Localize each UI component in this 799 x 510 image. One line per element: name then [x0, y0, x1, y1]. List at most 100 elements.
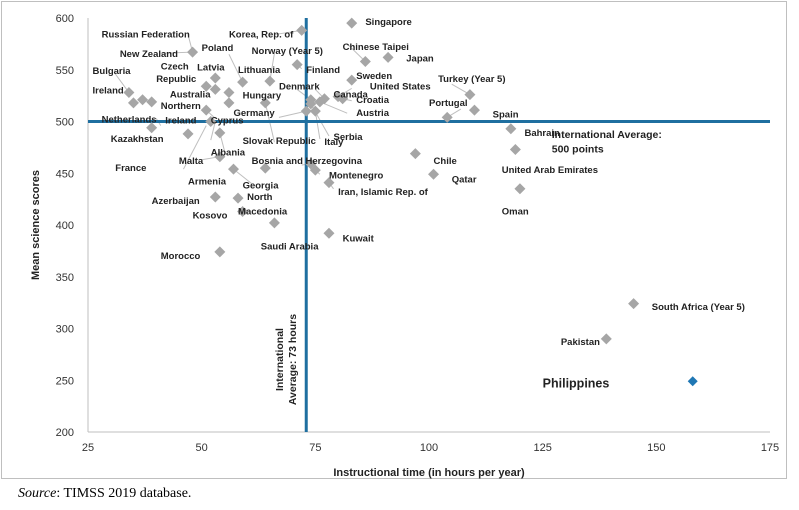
- point-label: North: [247, 192, 273, 203]
- point-label: Bosnia and Herzegovina: [252, 156, 363, 167]
- point-label: Germany: [233, 108, 275, 119]
- point-label: Chile: [434, 156, 457, 167]
- point-label: New Zealand: [120, 49, 178, 60]
- y-tick-label: 600: [56, 13, 74, 25]
- point-label: Azerbaijan: [152, 196, 200, 207]
- reference-lines: International Average: 500 points Internat…: [88, 18, 770, 432]
- point-label: Bulgaria: [93, 66, 132, 77]
- point-label: Saudi Arabia: [261, 242, 319, 253]
- data-point-south-africa-year-5: [628, 298, 640, 310]
- point-label: Netherlands: [102, 114, 157, 125]
- point-label: Japan: [406, 53, 434, 64]
- data-point-azerbaijan: [209, 191, 221, 203]
- data-point-germany: [300, 105, 312, 117]
- point-label: Latvia: [197, 63, 225, 74]
- point-label: Korea, Rep. of: [229, 30, 294, 41]
- point-label: Finland: [306, 65, 340, 76]
- leader-line: [210, 121, 216, 141]
- point-label: Iran, Islamic Rep. of: [338, 187, 429, 198]
- point-label: Kazakhstan: [111, 134, 164, 145]
- horizontal-average-label-line2: 500 points: [552, 144, 604, 156]
- point-label: Morocco: [161, 251, 201, 262]
- x-tick-label: 50: [196, 442, 208, 454]
- point-label: Northern: [161, 101, 201, 112]
- data-point-iran-islamic-rep-of: [323, 177, 335, 189]
- data-points: [123, 17, 698, 387]
- point-label: Kuwait: [343, 233, 375, 244]
- point-labels: Singapore Russian Federation Korea, Rep. o…: [93, 17, 745, 390]
- data-point-kosovo: [237, 206, 249, 218]
- data-point-bahrain: [505, 123, 517, 135]
- data-point-oman: [514, 183, 526, 195]
- data-point-slovak-republic: [205, 116, 217, 127]
- point-label: Croatia: [356, 95, 389, 106]
- point-label: Norway (Year 5): [252, 46, 323, 57]
- y-tick-label: 500: [56, 117, 74, 129]
- data-point-spain: [468, 104, 480, 116]
- data-point-croatia: [337, 93, 349, 105]
- data-point-philippines: [687, 376, 698, 387]
- y-tick-label: 450: [56, 168, 74, 180]
- data-point-qatar: [428, 168, 440, 180]
- data-point-czech-republic: [200, 80, 212, 92]
- data-point-kazakhstan: [146, 122, 158, 134]
- point-label: Hungary: [243, 91, 282, 102]
- point-label: Australia: [170, 90, 211, 101]
- data-point-ireland: [137, 94, 149, 106]
- point-label: Singapore: [365, 17, 411, 28]
- point-label: Austria: [356, 108, 389, 119]
- point-label: Turkey (Year 5): [438, 74, 505, 85]
- chart-frame: 200 250 300 350 400 450 500 550 600 25 50 75 100 125 1…: [1, 1, 787, 479]
- point-label: Bahrain: [524, 128, 560, 139]
- vertical-average-label-line2: Average: 73 hours: [287, 314, 299, 405]
- x-tick-label: 150: [647, 442, 665, 454]
- horizontal-average-label-line1: International Average:: [552, 129, 662, 141]
- y-tick-label: 400: [56, 220, 74, 232]
- data-point-chile: [409, 148, 421, 160]
- data-point-malta: [214, 151, 226, 163]
- point-label: Cyprus: [211, 115, 244, 126]
- data-point-chinese-taipei: [359, 55, 371, 67]
- data-point-hungary: [259, 97, 271, 109]
- data-point-new-zealand: [146, 96, 158, 108]
- point-label: Montenegro: [329, 170, 384, 181]
- point-label: Oman: [502, 207, 529, 218]
- data-point-france: [182, 128, 194, 140]
- leader-line: [346, 43, 366, 62]
- data-point-poland: [209, 83, 221, 95]
- data-point-north-macedonia: [232, 192, 244, 204]
- point-label: Ireland: [93, 85, 124, 96]
- x-tick-label: 175: [761, 442, 779, 454]
- data-point-norway-year-5: [264, 75, 276, 87]
- point-label: Poland: [202, 43, 234, 54]
- data-point-saudi-arabia: [268, 217, 280, 229]
- point-label: Chinese Taipei: [343, 42, 409, 53]
- data-point-sweden: [346, 74, 358, 86]
- source-text: : TIMSS 2019 database.: [56, 486, 192, 501]
- data-point-kuwait: [323, 227, 335, 239]
- data-point-australia: [223, 87, 235, 99]
- point-label: Lithuania: [238, 65, 281, 76]
- data-point-albania: [214, 127, 226, 139]
- point-label: Malta: [179, 156, 204, 167]
- point-label: South Africa (Year 5): [652, 302, 745, 313]
- point-label: Ireland: [165, 115, 196, 126]
- point-label: Armenia: [188, 177, 227, 188]
- data-point-montenegro: [309, 164, 321, 176]
- point-label: Italy: [324, 137, 344, 148]
- point-label: United States: [370, 81, 431, 92]
- point-label: Portugal: [429, 98, 468, 109]
- data-point-armenia: [227, 163, 239, 175]
- point-label: Czech: [161, 62, 189, 73]
- y-axis-title: Mean science scores: [30, 170, 42, 280]
- data-point-bulgaria: [123, 87, 135, 99]
- y-tick-label: 350: [56, 272, 74, 284]
- point-label: Albania: [211, 148, 246, 159]
- point-label: Qatar: [452, 174, 477, 185]
- scatter-plot: 200 250 300 350 400 450 500 550 600 25 50 75 100 125 1…: [30, 13, 779, 479]
- data-point-latvia: [209, 72, 221, 84]
- source-note: Source: TIMSS 2019 database.: [18, 486, 191, 502]
- highlight-point-label: Philippines: [543, 376, 610, 390]
- leader-line: [278, 110, 307, 118]
- point-label: Macedonia: [238, 207, 288, 218]
